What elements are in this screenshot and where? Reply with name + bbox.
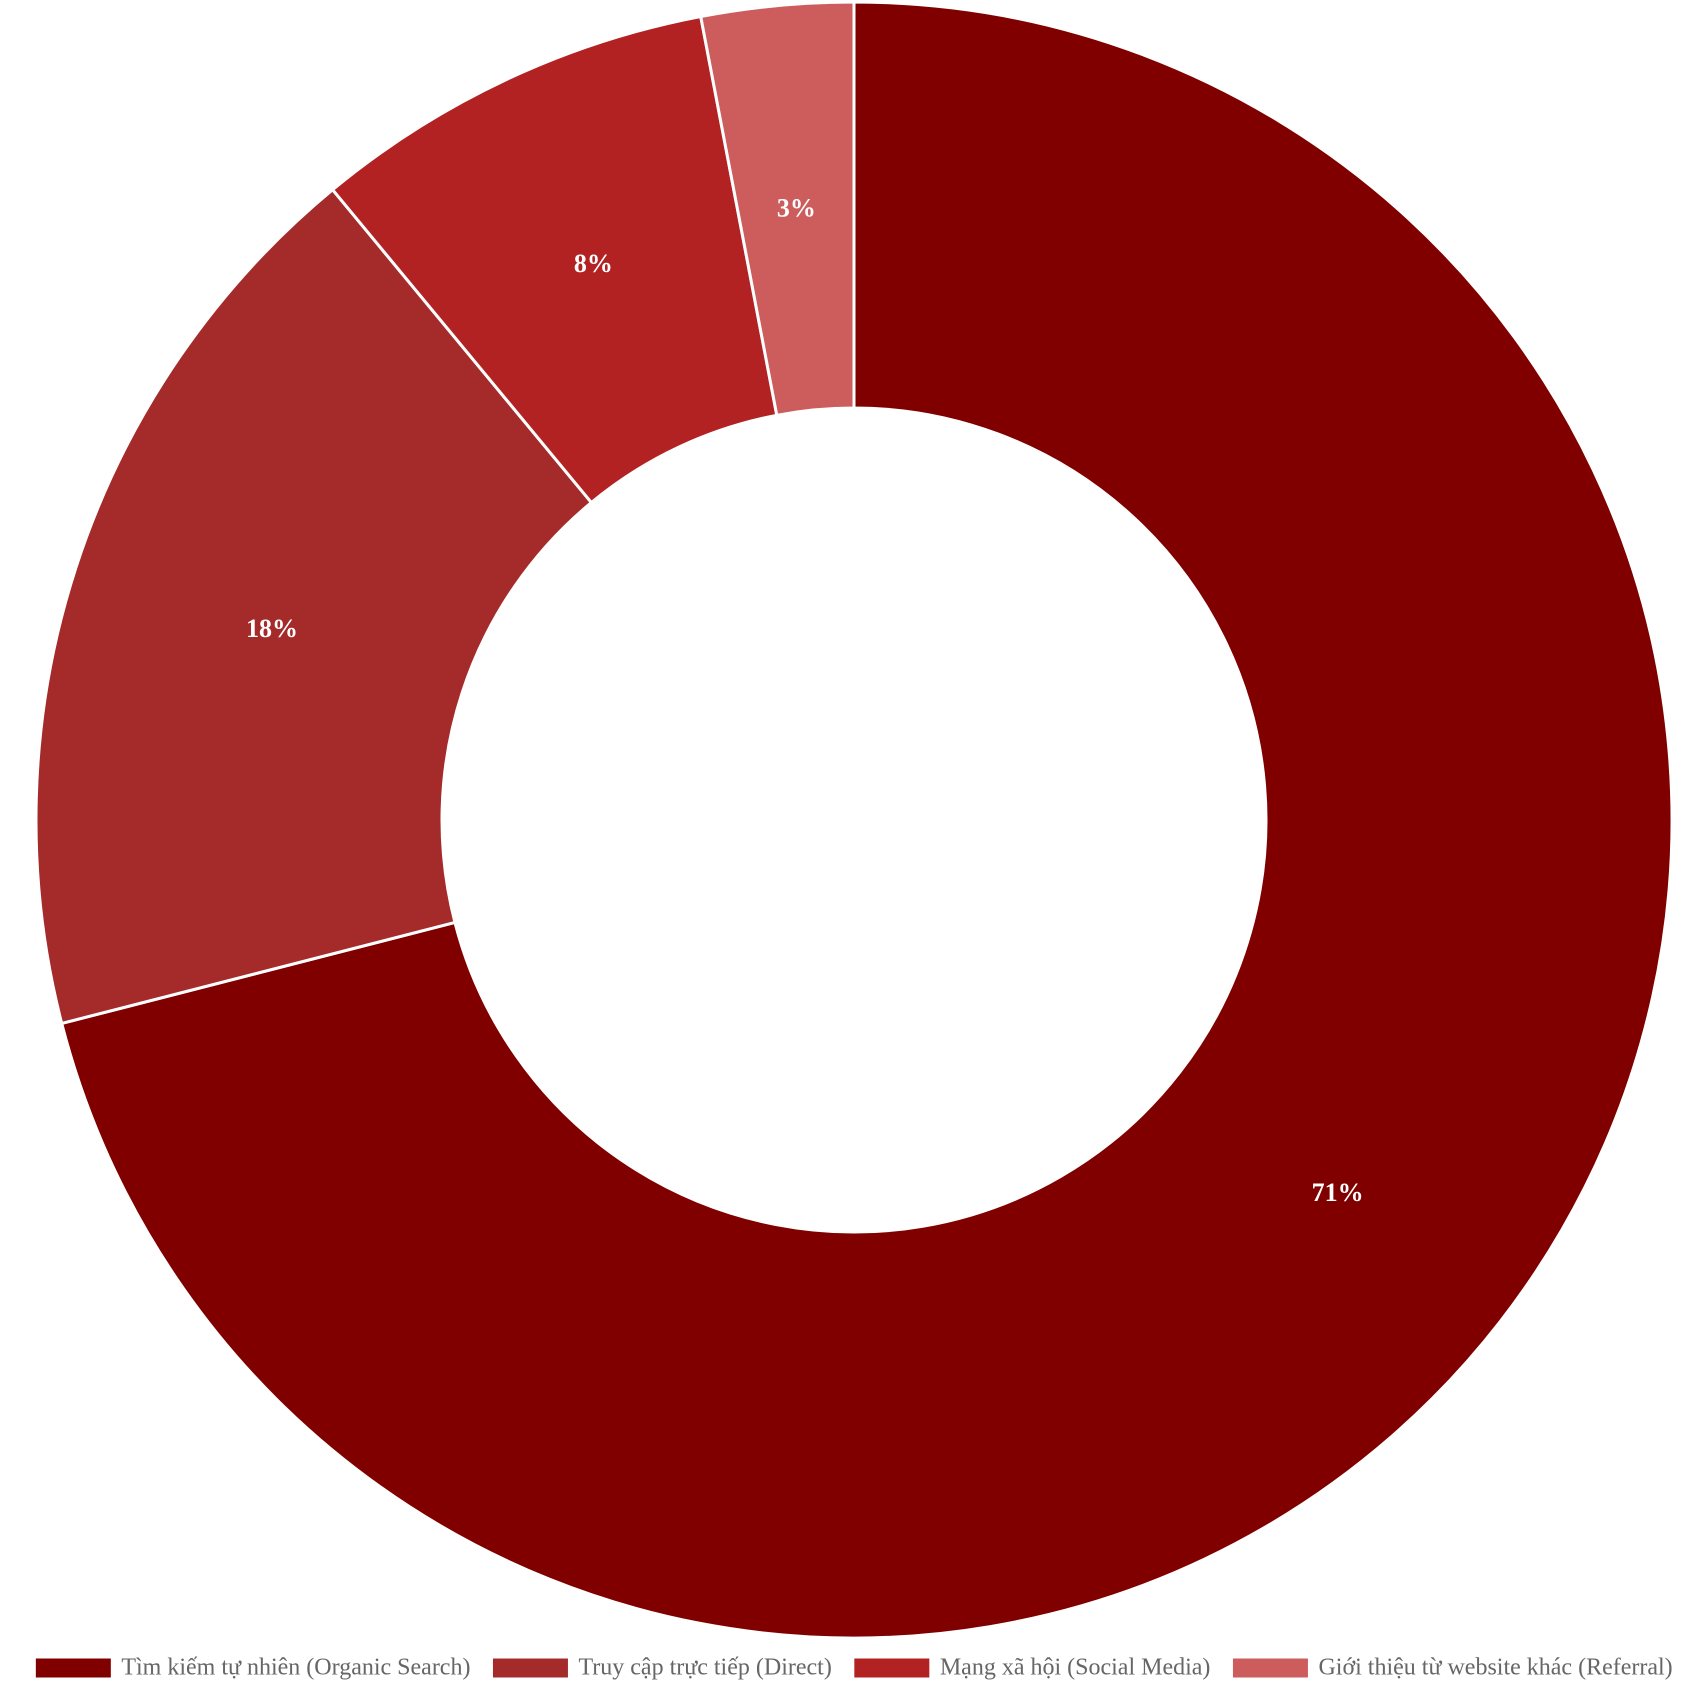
legend-item-mang-xa-hoi-social-media[interactable]: Mạng xã hội (Social Media): [853, 1655, 1211, 1681]
legend-label: Tìm kiếm tự nhiên (Organic Search): [121, 1655, 470, 1681]
slice-label-mang-xa-hoi-social-media: 8%: [574, 249, 613, 278]
legend: Tìm kiếm tự nhiên (Organic Search) Truy c…: [34, 1655, 1673, 1681]
legend-swatch: [491, 1657, 569, 1679]
slice-gioi-thieu-tu-website-khac-referral: [698, 0, 856, 418]
legend-item-tim-kiem-tu-nhien-organic-search[interactable]: Tìm kiếm tự nhiên (Organic Search): [34, 1655, 470, 1681]
slice-label-truy-cap-truc-tiep-direct: 18%: [246, 614, 298, 643]
legend-swatch: [34, 1657, 112, 1679]
slice-labels-group: 71% 18% 8% 3%: [246, 194, 1364, 1207]
slice-label-tim-kiem-tu-nhien-organic-search: 71%: [1312, 1178, 1364, 1207]
legend-label: Mạng xã hội (Social Media): [940, 1655, 1211, 1681]
slice-label-gioi-thieu-tu-website-khac-referral: 3%: [777, 194, 816, 223]
legend-item-truy-cap-truc-tiep-direct[interactable]: Truy cập trực tiếp (Direct): [491, 1655, 832, 1681]
slice-truy-cap-truc-tiep-direct: [34, 187, 594, 1026]
legend-swatch: [1231, 1657, 1309, 1679]
legend-label: Giới thiệu từ website khác (Referral): [1318, 1655, 1672, 1681]
legend-label: Truy cập trực tiếp (Direct): [578, 1655, 831, 1681]
legend-swatch: [853, 1657, 931, 1679]
slices-group: [34, 0, 1674, 1640]
slice-tim-kiem-tu-nhien-organic-search: [59, 0, 1674, 1640]
legend-item-gioi-thieu-tu-website-khac-referral[interactable]: Giới thiệu từ website khác (Referral): [1231, 1655, 1673, 1681]
slice-mang-xa-hoi-social-media: [330, 14, 779, 505]
